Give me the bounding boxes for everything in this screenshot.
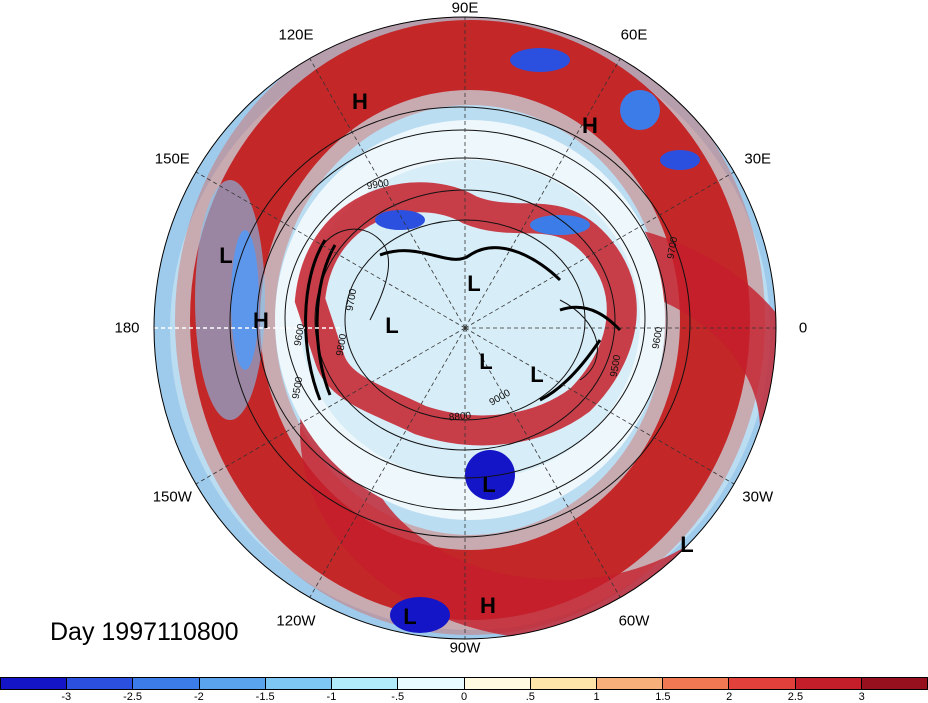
lon-label-90w: 90W	[449, 639, 481, 657]
colorbar-swatch	[199, 678, 266, 689]
colorbar-tick-label: -2.5	[123, 691, 143, 703]
lon-label-30e: 30E	[744, 150, 772, 168]
colorbar-tick-label: 0	[460, 691, 468, 703]
low-marker-7: L	[680, 532, 694, 557]
contour-label-8800: 8800	[448, 410, 472, 424]
low-marker-5: L	[530, 362, 544, 387]
colorbar-swatch	[663, 678, 730, 689]
colorbar-swatch	[729, 678, 796, 689]
colorbar-swatch	[596, 678, 664, 689]
colorbar-swatch	[67, 678, 134, 689]
high-marker-1: H	[352, 89, 368, 114]
day-title: Day 1997110800	[50, 618, 239, 646]
colorbar	[0, 677, 928, 690]
colorbar-swatch	[398, 678, 465, 689]
lon-label-150w: 150W	[152, 488, 192, 506]
anomaly-field	[154, 17, 776, 639]
colorbar-swatch	[795, 678, 862, 689]
colorbar-tick-label: -1	[326, 691, 337, 703]
lon-label-120w: 120W	[276, 612, 316, 630]
colorbar-swatch	[464, 678, 531, 689]
colorbar-tick-label: .5	[525, 691, 535, 703]
low-marker-8: L	[403, 604, 417, 629]
colorbar-swatch	[133, 678, 200, 689]
colorbar-tick-label: -3	[61, 691, 72, 703]
colorbar-swatch	[332, 678, 399, 689]
high-marker-4: H	[480, 593, 496, 618]
colorbar-tick-label: -1.5	[255, 691, 275, 703]
high-marker-3: H	[253, 308, 269, 333]
low-marker-4: L	[479, 349, 493, 374]
colorbar-swatch	[265, 678, 333, 689]
colorbar-tick-label: 2.5	[787, 691, 804, 703]
colorbar-tick-label: 2	[726, 691, 733, 703]
colorbar-swatch	[1, 678, 68, 689]
lon-label-30w: 30W	[742, 488, 774, 506]
colorbar-tick-label: 3	[858, 691, 865, 703]
low-marker-1: L	[219, 243, 233, 268]
lon-label-60e: 60E	[620, 26, 648, 44]
low-marker-2: L	[467, 271, 481, 296]
colorbar-tick-label: -2	[193, 691, 204, 703]
colorbar-tick-label: 1.5	[655, 691, 671, 703]
high-marker-2: H	[582, 113, 598, 138]
lon-label-90e: 90E	[451, 0, 479, 17]
colorbar-tick-label: -.5	[391, 691, 405, 703]
colorbar-swatch	[530, 678, 597, 689]
low-marker-6: L	[482, 472, 496, 497]
colorbar-swatch	[861, 678, 928, 689]
colorbar-tick-label: 1	[593, 691, 600, 703]
lon-label-0: 0	[798, 319, 808, 337]
low-marker-3: L	[385, 313, 399, 338]
lon-label-60w: 60W	[618, 612, 650, 630]
lon-label-180: 180	[114, 319, 140, 337]
lon-label-150e: 150E	[154, 150, 190, 168]
lon-label-120e: 120E	[278, 26, 314, 44]
